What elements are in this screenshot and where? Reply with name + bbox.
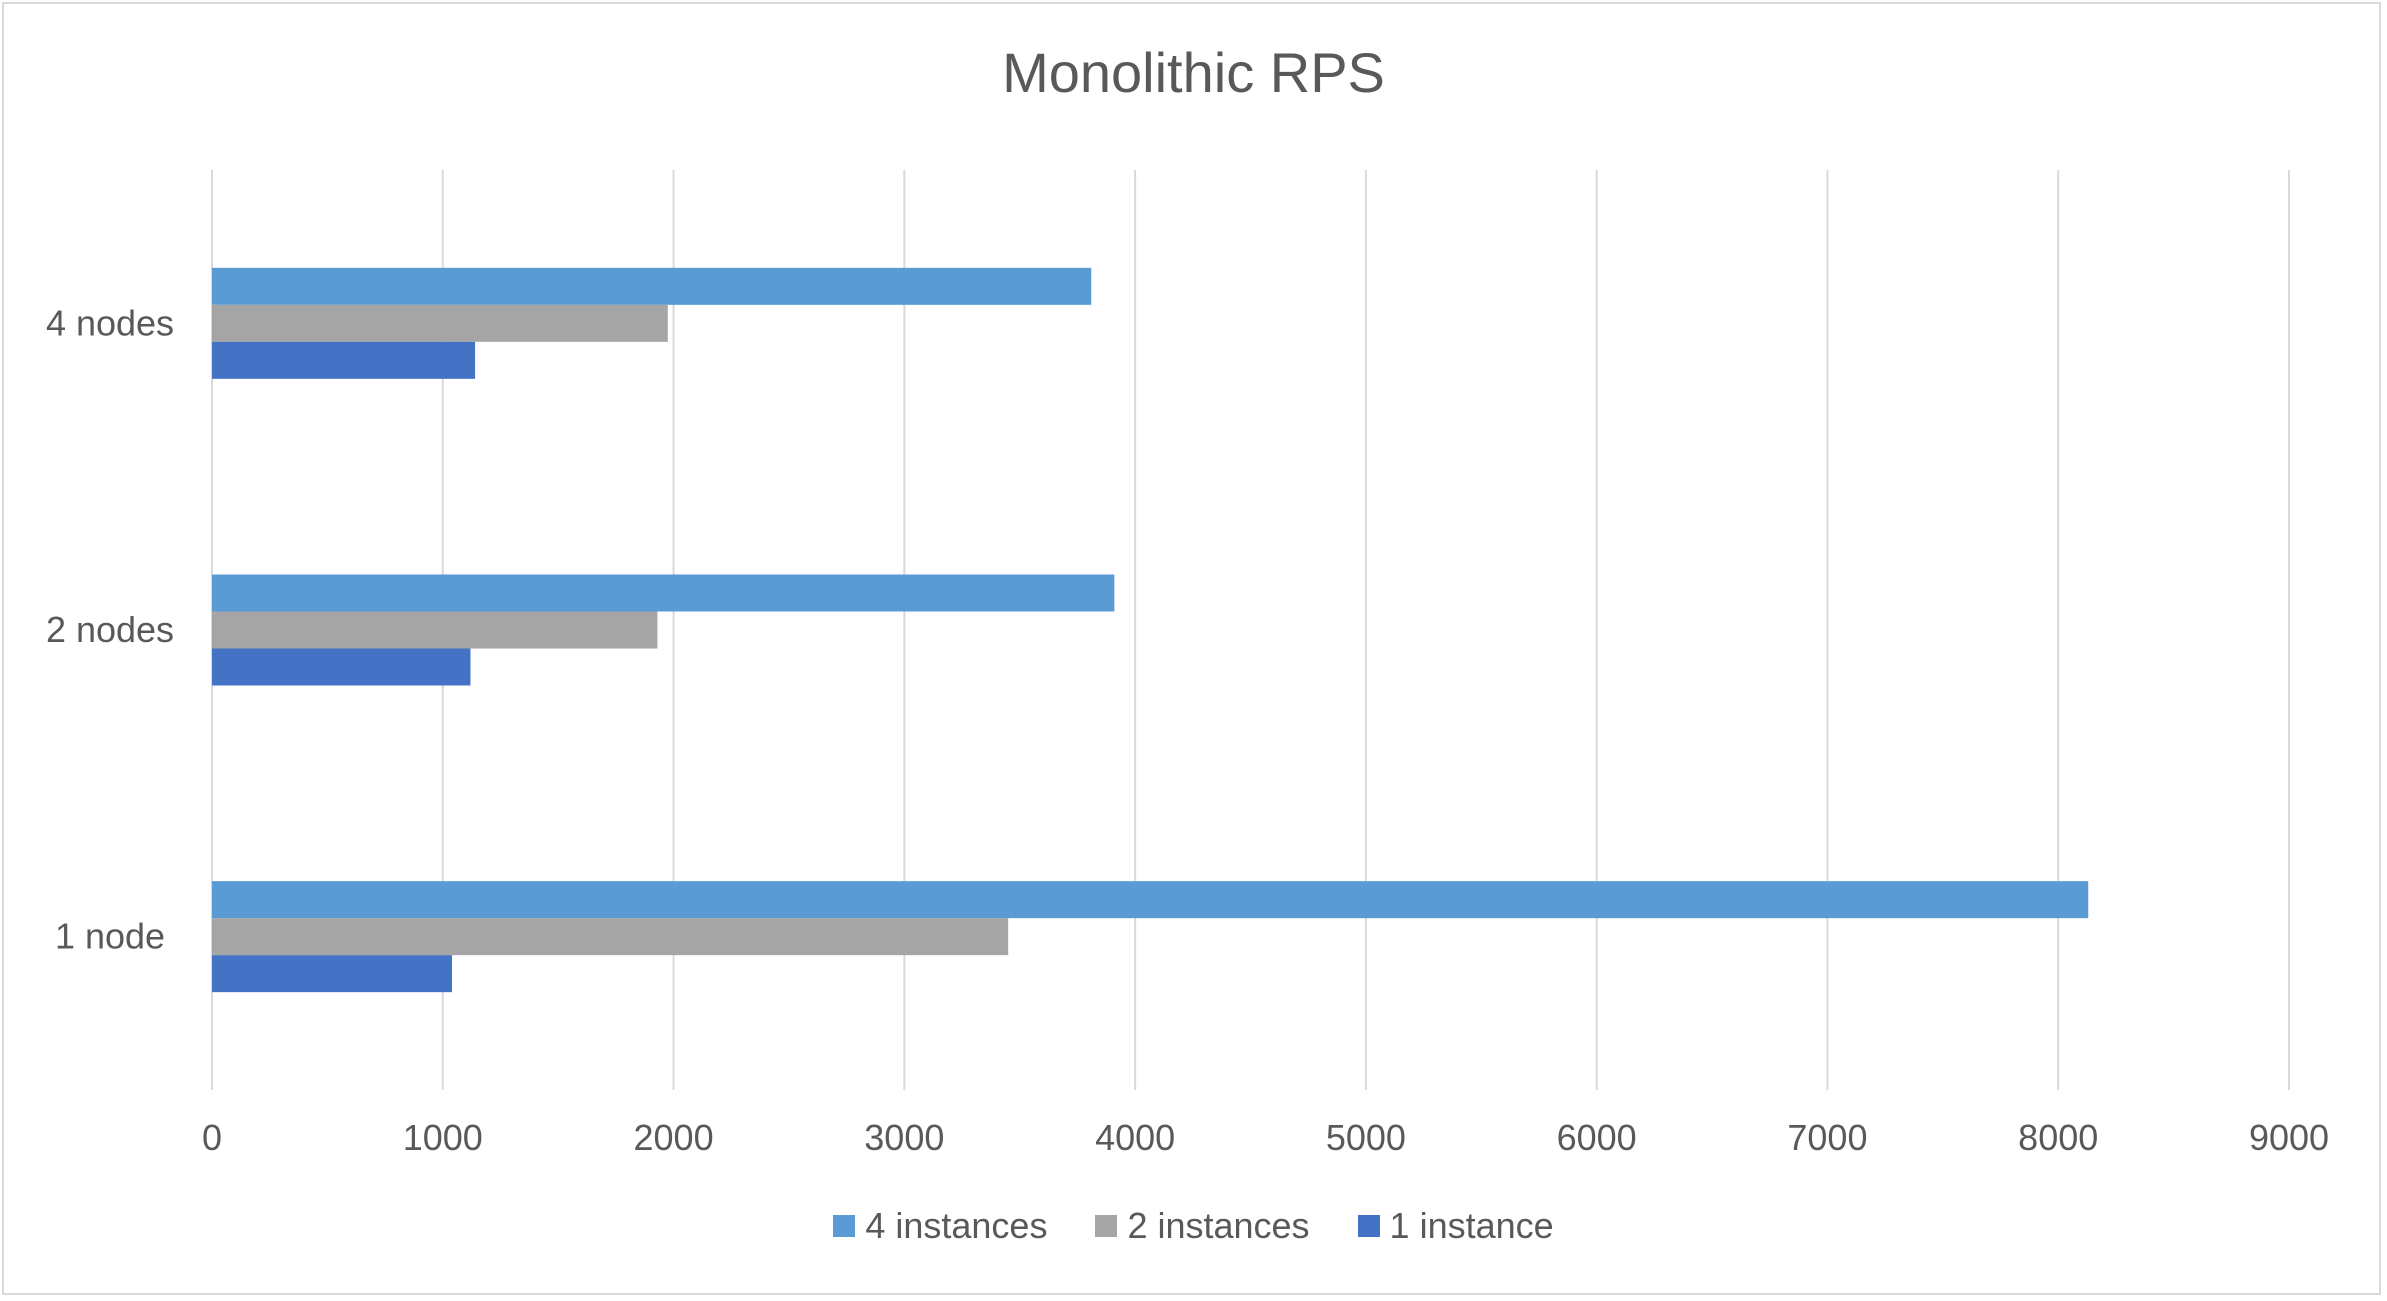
y-category-label: 4 nodes — [46, 302, 174, 343]
bar-1-instance-4-nodes — [212, 341, 476, 379]
bar-4-instances-4-nodes — [212, 267, 1092, 305]
legend-item: 4 instances — [833, 1205, 1047, 1247]
x-axis-ticks: 0 1000 2000 3000 4000 5000 6000 7000 8000 9000 — [202, 1117, 2329, 1158]
legend-label: 2 instances — [1127, 1205, 1310, 1246]
bar-2-instances-1-node — [212, 918, 1009, 956]
y-category-label: 1 node — [55, 916, 165, 957]
x-tick-label: 8000 — [2018, 1117, 2098, 1158]
x-tick-label: 6000 — [1557, 1117, 1637, 1158]
legend-item: 2 instances — [1095, 1205, 1310, 1247]
x-tick-label: 3000 — [864, 1117, 944, 1158]
x-tick-label: 5000 — [1326, 1117, 1406, 1158]
bar-1-instance-1-node — [212, 955, 453, 993]
bar-4-instances-2-nodes — [212, 574, 1115, 612]
legend-label: 4 instances — [865, 1205, 1048, 1246]
legend: 4 instances 2 instances 1 instance — [0, 1205, 2387, 1247]
x-tick-label: 2000 — [634, 1117, 714, 1158]
y-category-label: 2 nodes — [46, 609, 174, 650]
x-tick-label: 1000 — [403, 1117, 483, 1158]
legend-swatch — [833, 1215, 856, 1237]
legend-swatch — [1095, 1215, 1118, 1237]
legend-label: 1 instance — [1389, 1205, 1554, 1246]
bar-2-instances-2-nodes — [212, 611, 658, 649]
x-tick-label: 4000 — [1095, 1117, 1175, 1158]
bar-2-instances-4-nodes — [212, 304, 668, 342]
legend-swatch — [1357, 1215, 1380, 1237]
y-axis-categories: 4 nodes 2 nodes 1 node — [46, 302, 174, 956]
x-tick-label: 0 — [202, 1117, 222, 1158]
chart-title: Monolithic RPS — [1002, 41, 1385, 104]
bars — [212, 267, 2089, 993]
bar-1-instance-2-nodes — [212, 648, 471, 686]
legend-item: 1 instance — [1357, 1205, 1554, 1247]
x-tick-label: 7000 — [1787, 1117, 1867, 1158]
x-tick-label: 9000 — [2249, 1117, 2329, 1158]
bar-4-instances-1-node — [212, 881, 2089, 919]
